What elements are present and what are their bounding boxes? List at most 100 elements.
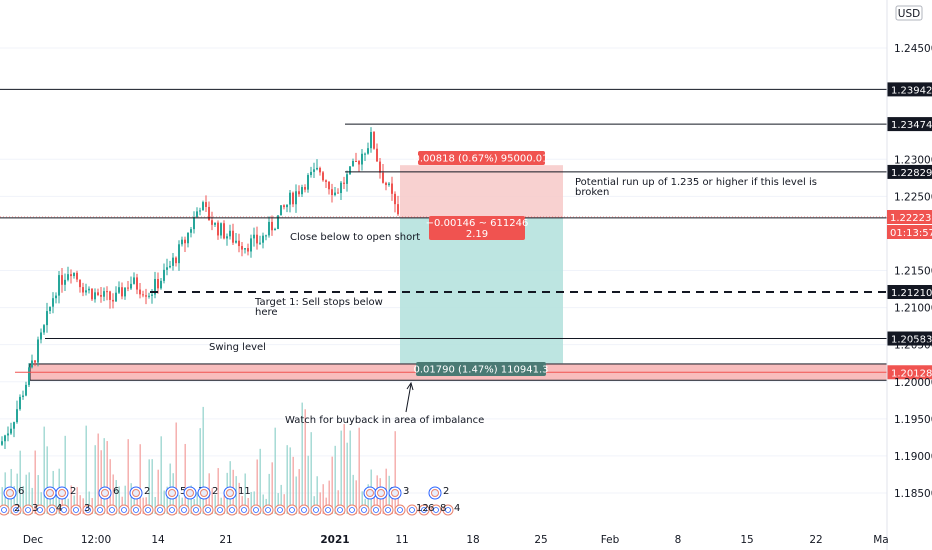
annotation-buyback[interactable]: Watch for buyback in area of imbalance (285, 415, 484, 426)
level-price-tag: 1.20583 (887, 331, 932, 346)
horizontal-levels[interactable]: 1.254051.239421.234741.228291.212101.205… (0, 0, 932, 380)
event-dot-icon (361, 507, 367, 513)
candle-body (25, 384, 27, 396)
candle-body (355, 160, 357, 162)
candle-body (82, 287, 84, 293)
volume-bar (67, 498, 69, 514)
currency-badge[interactable]: USD (895, 5, 923, 21)
event-bubble: 2 (129, 486, 150, 500)
volume-bar (349, 430, 351, 514)
annotation-swing-level[interactable]: Swing level (209, 342, 266, 353)
level-tag-text: 1.20128 (891, 368, 932, 379)
event-bubble-small (70, 504, 82, 516)
event-bubble-small (202, 504, 214, 516)
candle-body (247, 248, 249, 252)
event-count: 11 (238, 486, 251, 497)
candle-body (193, 217, 195, 230)
candle-body (379, 161, 381, 173)
volume-bar (94, 445, 96, 514)
event-markers[interactable]: 63262532112632234312684 (0, 486, 460, 516)
time-tick-label: 18 (466, 534, 479, 546)
candle-body (61, 275, 63, 285)
volume-bar (283, 494, 285, 514)
annotation-arrow[interactable] (405, 381, 414, 413)
candle-body (331, 189, 333, 196)
event-bubble: 5 (165, 486, 186, 500)
event-bubble-small (226, 504, 238, 516)
candle-body (106, 291, 108, 293)
volume-bar (148, 459, 150, 514)
event-count: 2 (212, 486, 218, 497)
candle-body (142, 294, 144, 296)
candle-body (244, 248, 246, 250)
volume-bar (310, 432, 312, 514)
volume-bar (133, 490, 135, 514)
event-circle (394, 504, 406, 516)
event-count: 3 (403, 486, 409, 497)
candle-body (238, 240, 240, 247)
volume-bar (361, 491, 363, 514)
candle-body (370, 132, 372, 149)
last-price-tag[interactable]: 1.22223 01:13:57 (887, 210, 932, 239)
candle-body (34, 360, 36, 363)
event-circle (346, 504, 358, 516)
candle-body (361, 153, 363, 165)
event-circle (178, 504, 190, 516)
candle-body (277, 215, 279, 229)
volume-bar (334, 445, 336, 514)
time-axis[interactable]: Dec 12:00 14 21 2021 11 18 25 Feb 8 15 22 Ma (23, 534, 889, 546)
volume-bar (106, 441, 108, 514)
event-dot-icon (409, 507, 415, 513)
candle-body (40, 332, 42, 340)
candle-body (10, 428, 12, 434)
candle-body (211, 220, 213, 225)
event-circle (286, 504, 298, 516)
price-axis[interactable]: 1.24500 1.23000 1.22500 1.21500 1.21000 1.205… (886, 0, 932, 550)
volume-bar (85, 425, 87, 514)
volume-bar (76, 487, 78, 514)
candle-body (151, 294, 153, 296)
candle-body (118, 287, 120, 293)
candle-body (31, 360, 33, 368)
event-dot-icon (373, 507, 379, 513)
candle-body (328, 181, 330, 190)
candle-body (304, 187, 306, 190)
event-dot-icon (37, 507, 43, 513)
event-bubble-small (274, 504, 286, 516)
volume-bar (79, 495, 81, 514)
candle-body (166, 267, 168, 270)
event-dot-icon (133, 507, 139, 513)
event-circle (238, 504, 250, 516)
annotation-run-up[interactable]: Potential run up of 1.235 or higher if t… (575, 177, 817, 198)
volume-bar (271, 462, 273, 514)
candle-body (235, 240, 237, 243)
volume-bar (49, 490, 51, 514)
candle-body (397, 204, 399, 215)
reward-label[interactable]: 0.01790 (1.47%) 110941.3 (414, 362, 549, 376)
volume-bar (319, 492, 321, 514)
level-price-tag: 1.21210 (887, 285, 932, 300)
candle-body (97, 292, 99, 296)
event-dot-icon (85, 507, 91, 513)
volume-bar (277, 493, 279, 514)
event-bubble: 2 (55, 486, 76, 500)
annotation-close-below[interactable]: Close below to open short (290, 232, 420, 243)
annotation-target1[interactable]: Target 1: Sell stops below here (254, 297, 383, 318)
event-circle (58, 504, 70, 516)
event-circle (46, 504, 58, 516)
volume-bar (34, 450, 36, 514)
volume-bar (109, 459, 111, 514)
candle-body (229, 230, 231, 237)
last-price: 1.22223 (890, 213, 931, 224)
volume-bar (253, 491, 255, 514)
risk-label[interactable]: 0.00818 (0.67%) 95000.01 (414, 151, 549, 165)
volume-bar (346, 442, 348, 514)
entry-label[interactable]: −0.00146 ~ 611246 2.19 (426, 216, 529, 240)
candle-body (205, 202, 207, 207)
candle-body (364, 153, 366, 155)
event-bubble-small (46, 504, 58, 516)
event-bubble-small (406, 504, 418, 516)
event-count: 3 (84, 503, 90, 514)
event-dot-icon (421, 507, 427, 513)
